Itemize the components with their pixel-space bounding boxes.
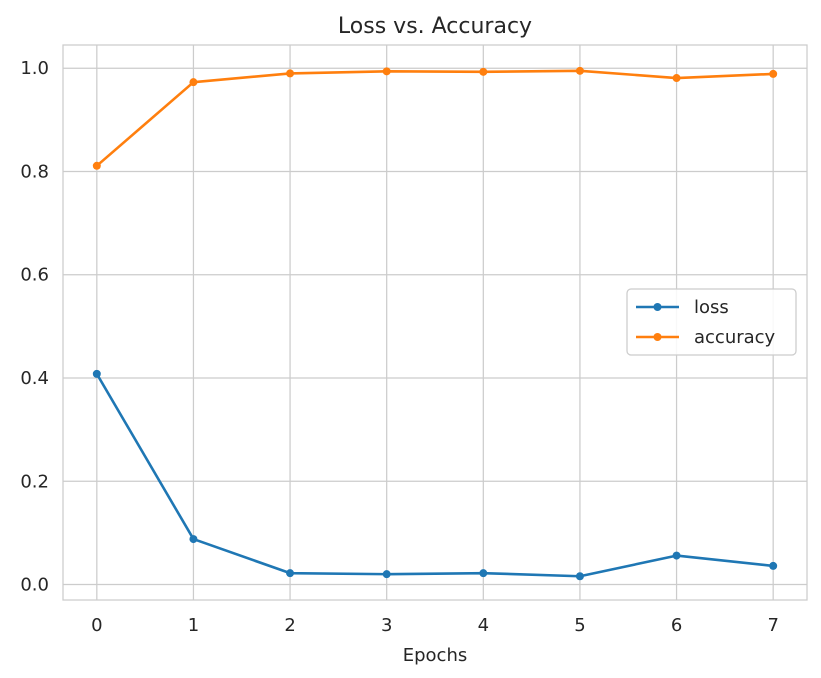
plot-frame [62, 44, 808, 601]
loss-point [286, 569, 295, 578]
loss-point [382, 570, 391, 579]
loss-point [672, 551, 681, 560]
series-loss [92, 369, 778, 581]
accuracy-point [382, 67, 391, 76]
legend-label-loss: loss [694, 297, 729, 318]
loss-line [95, 373, 774, 578]
x-axis-label: Epochs [403, 645, 468, 666]
accuracy-point [92, 161, 101, 170]
y-tick-label: 0.2 [20, 471, 49, 492]
accuracy-point [286, 69, 295, 78]
x-tick-label: 4 [478, 615, 489, 636]
x-tick-label: 6 [671, 615, 682, 636]
x-tick-label: 1 [188, 615, 199, 636]
loss-point [92, 369, 101, 378]
accuracy-point [479, 67, 488, 76]
x-tick-label: 7 [767, 615, 778, 636]
series-accuracy [92, 66, 778, 170]
accuracy-line [95, 69, 774, 167]
legend-marker-loss [653, 303, 662, 311]
loss-point [769, 561, 778, 570]
x-tick-label: 0 [91, 615, 102, 636]
loss-point [189, 535, 198, 544]
x-tick-label: 2 [284, 615, 295, 636]
y-tick-label: 1.0 [20, 58, 49, 79]
legend-box [626, 288, 797, 356]
y-tick-label: 0.8 [20, 161, 49, 182]
loss-point [479, 569, 488, 578]
y-tick-label: 0.0 [20, 575, 49, 596]
legend-label-accuracy: accuracy [694, 327, 776, 348]
chart-title: Loss vs. Accuracy [338, 14, 532, 39]
accuracy-point [189, 78, 198, 87]
legend: loss accuracy [626, 288, 797, 356]
accuracy-point [672, 74, 681, 83]
loss-point [575, 572, 584, 581]
y-tick-label: 0.4 [20, 368, 49, 389]
x-tick-label: 5 [574, 615, 585, 636]
accuracy-point [575, 66, 584, 75]
accuracy-point [769, 69, 778, 78]
series-layer [92, 66, 778, 581]
y-tick-label: 0.6 [20, 265, 49, 286]
legend-marker-accuracy [653, 333, 662, 341]
x-tick-label: 3 [381, 615, 392, 636]
grid-lines [63, 45, 807, 600]
tick-labels: 0 1 2 3 4 5 6 7 0.0 0.2 0.4 0.6 0.8 1.0 [20, 58, 779, 636]
